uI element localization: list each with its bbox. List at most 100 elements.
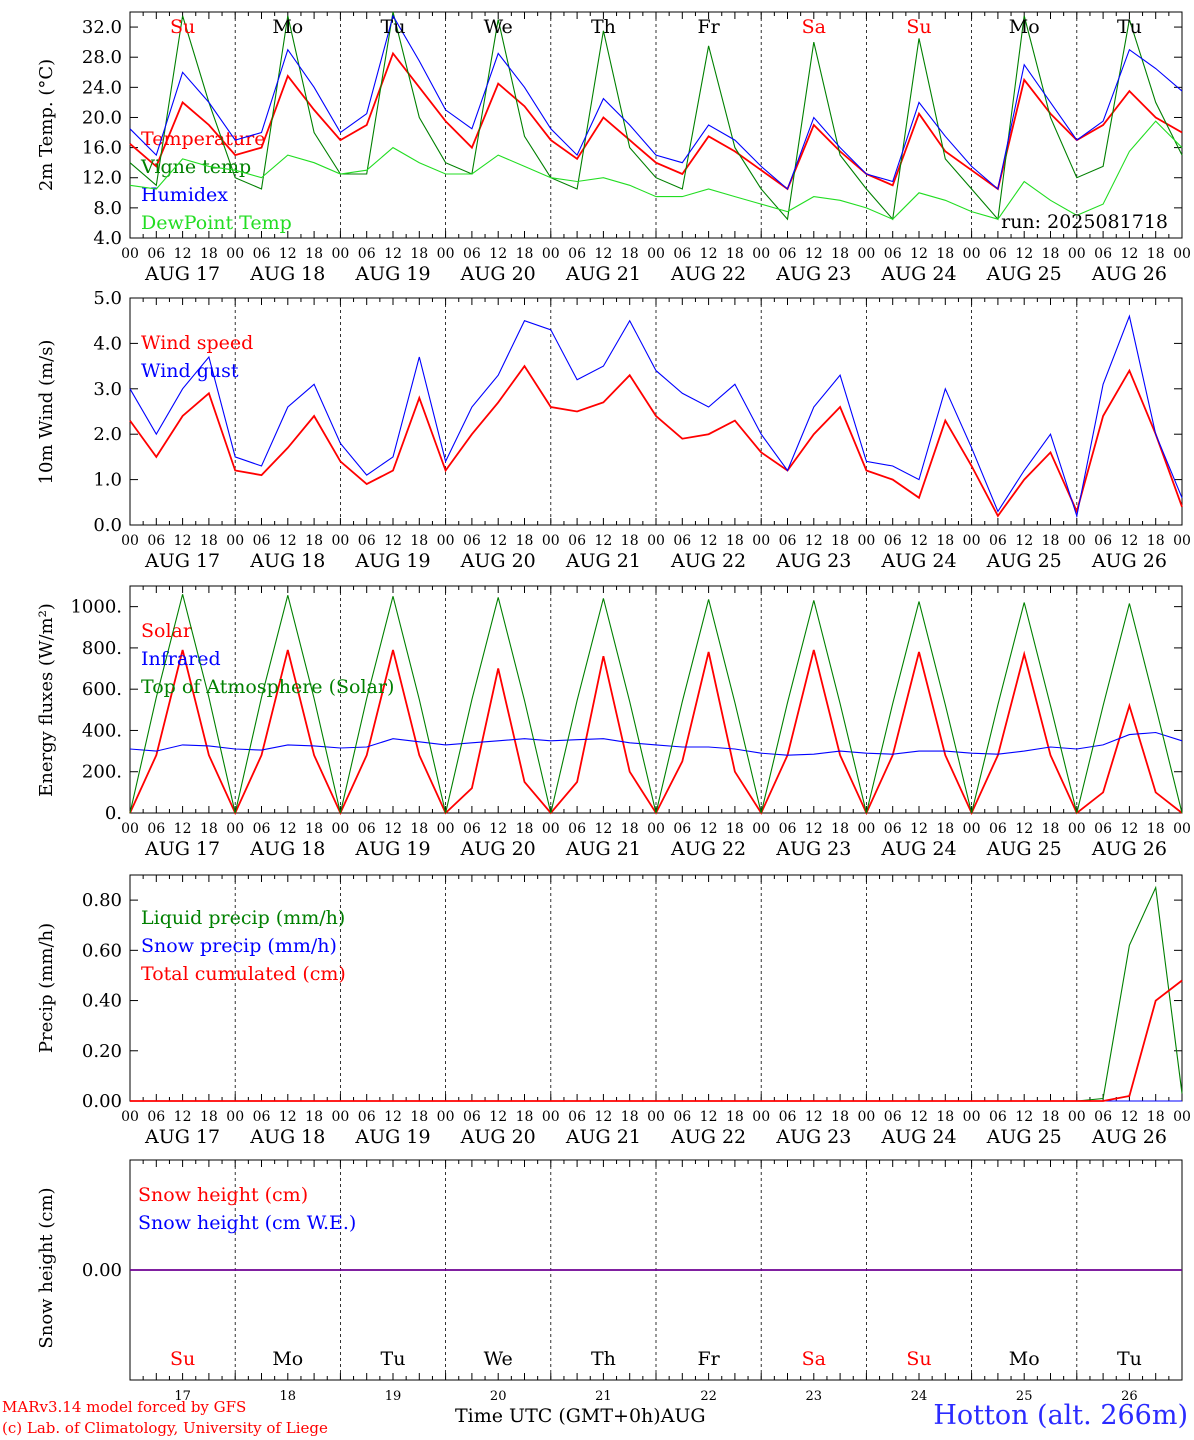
hour-tick-label: 18: [305, 1109, 323, 1125]
hour-tick-label: 00: [1068, 246, 1086, 262]
hour-tick-label: 00: [121, 246, 139, 262]
y-axis-title: Precip (mm/h): [36, 923, 57, 1053]
weekday-label: Su: [170, 16, 195, 38]
hour-tick-label: 18: [1042, 246, 1060, 262]
hour-tick-label: 06: [253, 533, 271, 549]
y-tick-label: 3.0: [93, 379, 122, 400]
hour-tick-label: 12: [910, 246, 928, 262]
hour-tick-label: 18: [305, 821, 323, 837]
date-label: AUG 19: [354, 1126, 430, 1148]
hour-tick-label: 18: [621, 1109, 639, 1125]
y-tick-label: 0.80: [82, 890, 122, 911]
y-axis-title: 2m Temp. (°C): [36, 59, 57, 191]
hour-tick-label: 06: [1094, 1109, 1112, 1125]
hour-tick-label: 00: [647, 533, 665, 549]
hour-tick-label: 18: [200, 1109, 218, 1125]
y-tick-label: 32.0: [82, 17, 122, 38]
run-label: run: 2025081718: [1001, 211, 1168, 233]
y-axis-title: Energy fluxes (W/m²): [36, 603, 57, 797]
date-label: AUG 23: [775, 550, 851, 572]
hour-tick-label: 12: [279, 533, 297, 549]
hour-tick-label: 12: [174, 533, 192, 549]
hour-tick-label: 06: [1094, 533, 1112, 549]
hour-tick-label: 00: [752, 1109, 770, 1125]
hour-tick-label: 12: [489, 1109, 507, 1125]
date-label: AUG 20: [460, 550, 536, 572]
date-label: AUG 20: [460, 1126, 536, 1148]
hour-tick-label: 06: [673, 1109, 691, 1125]
hour-tick-label: 18: [1042, 821, 1060, 837]
hour-tick-label: 12: [1120, 1109, 1138, 1125]
weekday-label: Mo: [1009, 16, 1040, 38]
weekday-label: Tu: [381, 16, 406, 38]
date-label: AUG 18: [249, 838, 325, 860]
hour-tick-label: 12: [910, 821, 928, 837]
y-tick-label: 4.0: [93, 228, 122, 249]
weekday-label: Fr: [697, 1348, 720, 1370]
day-number-label: 23: [806, 1389, 823, 1404]
hour-tick-label: 00: [226, 246, 244, 262]
weekday-label: Th: [591, 1348, 616, 1370]
hour-tick-label: 18: [305, 246, 323, 262]
hour-tick-label: 18: [1147, 246, 1165, 262]
hour-tick-label: 12: [489, 246, 507, 262]
hour-tick-label: 18: [621, 246, 639, 262]
hour-tick-label: 12: [1015, 821, 1033, 837]
hour-tick-label: 00: [1068, 1109, 1086, 1125]
hour-tick-label: 06: [463, 821, 481, 837]
day-number-label: 24: [911, 1389, 928, 1404]
date-label: AUG 18: [249, 1126, 325, 1148]
hour-tick-label: 18: [726, 1109, 744, 1125]
hour-tick-label: 00: [331, 1109, 349, 1125]
hour-tick-label: 00: [1068, 533, 1086, 549]
hour-tick-label: 12: [805, 1109, 823, 1125]
hour-tick-label: 06: [673, 821, 691, 837]
hour-tick-label: 00: [1173, 533, 1191, 549]
hour-tick-label: 18: [410, 246, 428, 262]
date-label: AUG 25: [986, 263, 1062, 285]
y-tick-label: 12.0: [82, 168, 122, 189]
weekday-label: Mo: [272, 16, 303, 38]
hour-tick-label: 06: [779, 533, 797, 549]
hour-tick-label: 06: [463, 533, 481, 549]
hour-tick-label: 06: [779, 1109, 797, 1125]
hour-tick-label: 12: [910, 533, 928, 549]
weekday-label: Sa: [802, 1348, 826, 1370]
hour-tick-label: 06: [253, 1109, 271, 1125]
hour-tick-label: 18: [726, 821, 744, 837]
hour-tick-label: 06: [253, 246, 271, 262]
weekday-label: Fr: [697, 16, 720, 38]
hour-tick-label: 06: [568, 533, 586, 549]
date-label: AUG 19: [354, 263, 430, 285]
date-label: AUG 25: [986, 1126, 1062, 1148]
weekday-label: Sa: [802, 16, 826, 38]
hour-tick-label: 06: [884, 533, 902, 549]
y-tick-label: 600.: [82, 679, 122, 700]
hour-tick-label: 00: [437, 1109, 455, 1125]
hour-tick-label: 06: [1094, 821, 1112, 837]
hour-tick-label: 18: [831, 246, 849, 262]
hour-tick-label: 06: [253, 821, 271, 837]
y-tick-label: 400.: [82, 720, 122, 741]
legend-entry: Temperature: [141, 128, 265, 150]
hour-tick-label: 00: [542, 246, 560, 262]
y-tick-label: 28.0: [82, 47, 122, 68]
hour-tick-label: 18: [1147, 533, 1165, 549]
hour-tick-label: 18: [516, 246, 534, 262]
weekday-label: Mo: [1009, 1348, 1040, 1370]
date-label: AUG 25: [986, 550, 1062, 572]
hour-tick-label: 06: [568, 246, 586, 262]
legend-entry: Top of Atmosphere (Solar): [141, 676, 394, 698]
hour-tick-label: 06: [884, 821, 902, 837]
hour-tick-label: 00: [857, 1109, 875, 1125]
date-label: AUG 17: [144, 550, 220, 572]
legend-entry: Humidex: [141, 184, 228, 206]
hour-tick-label: 18: [1147, 821, 1165, 837]
date-label: AUG 26: [1091, 550, 1167, 572]
y-tick-label: 16.0: [82, 138, 122, 159]
hour-tick-label: 12: [594, 821, 612, 837]
weekday-label: Th: [591, 16, 616, 38]
hour-tick-label: 00: [331, 246, 349, 262]
y-tick-label: 0.00: [82, 1260, 122, 1281]
weekday-label: Su: [170, 1348, 195, 1370]
